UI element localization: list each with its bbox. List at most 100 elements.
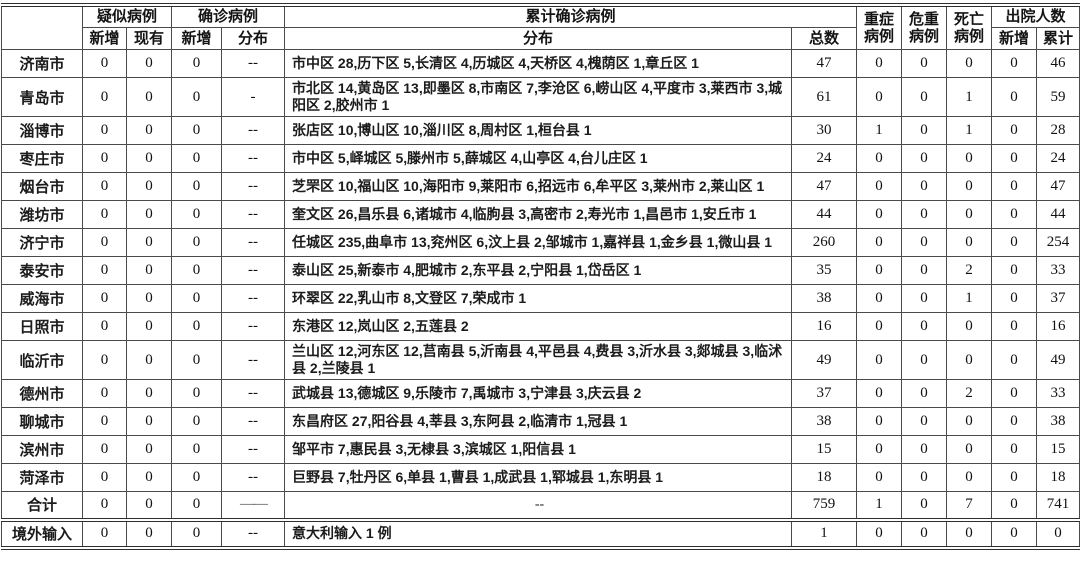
discharged-cum-value: 37: [1036, 284, 1080, 313]
suspected-current-value: 0: [125, 340, 173, 380]
city-label: 滨州市: [1, 435, 83, 464]
table-row: 淄博市 0 0 0 -- 张店区 10,博山区 10,淄川区 8,周村区 1,桓…: [1, 116, 1080, 145]
cumulative-dist-text: 武城县 13,德城区 9,乐陵市 7,禹城市 3,宁津县 3,庆云县 2: [284, 379, 793, 408]
header-severe-cases: 重症病例: [856, 4, 903, 50]
confirmed-new-value: 0: [171, 144, 223, 173]
death-value: 1: [946, 116, 993, 145]
critical-value: 0: [901, 435, 948, 464]
critical-value: 0: [901, 144, 948, 173]
confirmed-dist-value: --: [221, 463, 286, 492]
city-label: 烟台市: [1, 172, 83, 201]
confirmed-dist-value: --: [221, 517, 286, 548]
severe-value: 0: [856, 77, 903, 117]
confirmed-dist-value: --: [221, 340, 286, 380]
header-confirmed-new: 新增: [171, 27, 223, 50]
table-row: 聊城市 0 0 0 -- 东昌府区 27,阳谷县 4,莘县 3,东阿县 2,临清…: [1, 407, 1080, 436]
header-death-cases: 死亡病例: [946, 4, 993, 50]
discharged-cum-value: 46: [1036, 49, 1080, 78]
city-label: 威海市: [1, 284, 83, 313]
suspected-current-value: 0: [125, 77, 173, 117]
discharged-new-value: 0: [991, 407, 1038, 436]
table-row: 青岛市 0 0 0 - 市北区 14,黄岛区 13,即墨区 8,市南区 7,李沧…: [1, 77, 1080, 117]
discharged-cum-value: 254: [1036, 228, 1080, 257]
critical-value: 0: [901, 312, 948, 341]
table-row: 烟台市 0 0 0 -- 芝罘区 10,福山区 10,海阳市 9,莱阳市 6,招…: [1, 172, 1080, 201]
cumulative-dist-text: 泰山区 25,新泰市 4,肥城市 2,东平县 2,宁阳县 1,岱岳区 1: [284, 256, 793, 285]
death-value: 2: [946, 256, 993, 285]
critical-value: 0: [901, 463, 948, 492]
death-value: 0: [946, 228, 993, 257]
severe-value: 0: [856, 200, 903, 229]
suspected-new-value: 0: [82, 144, 127, 173]
confirmed-new-value: 0: [171, 172, 223, 201]
confirmed-new-value: 0: [171, 49, 223, 78]
cumulative-total-value: 37: [791, 379, 858, 408]
critical-value: 0: [901, 77, 948, 117]
discharged-new-value: 0: [991, 144, 1038, 173]
cumulative-total-value: 35: [791, 256, 858, 285]
suspected-new-value: 0: [82, 407, 127, 436]
confirmed-dist-value: --: [221, 200, 286, 229]
suspected-current-value: 0: [125, 172, 173, 201]
death-value: 0: [946, 49, 993, 78]
severe-value: 0: [856, 49, 903, 78]
critical-value: 0: [901, 172, 948, 201]
cumulative-dist-text: 市中区 28,历下区 5,长清区 4,历城区 4,天桥区 4,槐荫区 1,章丘区…: [284, 49, 793, 78]
city-label: 潍坊市: [1, 200, 83, 229]
confirmed-new-value: 0: [171, 284, 223, 313]
discharged-cum-value: 44: [1036, 200, 1080, 229]
suspected-new-value: 0: [82, 200, 127, 229]
cumulative-dist-text: 任城区 235,曲阜市 13,兖州区 6,汶上县 2,邹城市 1,嘉祥县 1,金…: [284, 228, 793, 257]
header-critical-cases: 危重病例: [901, 4, 948, 50]
discharged-cum-value: 38: [1036, 407, 1080, 436]
confirmed-new-value: 0: [171, 340, 223, 380]
cumulative-dist-text: 环翠区 22,乳山市 8,文登区 7,荣成市 1: [284, 284, 793, 313]
critical-value: 0: [901, 49, 948, 78]
confirmed-new-value: 0: [171, 256, 223, 285]
death-value: 7: [946, 491, 993, 520]
death-value: 0: [946, 200, 993, 229]
severe-value: 0: [856, 172, 903, 201]
table-row: 日照市 0 0 0 -- 东港区 12,岚山区 2,五莲县 2 16 0 0 0…: [1, 312, 1080, 341]
confirmed-new-value: 0: [171, 435, 223, 464]
discharged-new-value: 0: [991, 463, 1038, 492]
table-body: 济南市 0 0 0 -- 市中区 28,历下区 5,长清区 4,历城区 4,天桥…: [1, 49, 1080, 548]
severe-value: 1: [856, 491, 903, 520]
severe-value: 0: [856, 312, 903, 341]
cumulative-dist-text: 东昌府区 27,阳谷县 4,莘县 3,东阿县 2,临清市 1,冠县 1: [284, 407, 793, 436]
cumulative-total-value: 47: [791, 172, 858, 201]
header-suspected-new: 新增: [82, 27, 127, 50]
confirmed-dist-value: --: [221, 228, 286, 257]
suspected-current-value: 0: [125, 379, 173, 408]
discharged-new-value: 0: [991, 312, 1038, 341]
cumulative-dist-text: 兰山区 12,河东区 12,莒南县 5,沂南县 4,平邑县 4,费县 3,沂水县…: [284, 340, 793, 380]
suspected-new-value: 0: [82, 463, 127, 492]
discharged-new-value: 0: [991, 491, 1038, 520]
table-row: 菏泽市 0 0 0 -- 巨野县 7,牡丹区 6,单县 1,曹县 1,成武县 1…: [1, 463, 1080, 492]
cumulative-dist-text: 意大利输入 1 例: [284, 517, 793, 548]
suspected-new-value: 0: [82, 172, 127, 201]
cumulative-dist-text: 巨野县 7,牡丹区 6,单县 1,曹县 1,成武县 1,郓城县 1,东明县 1: [284, 463, 793, 492]
death-value: 0: [946, 172, 993, 201]
discharged-new-value: 0: [991, 172, 1038, 201]
suspected-current-value: 0: [125, 256, 173, 285]
table-row: 境外输入 0 0 0 -- 意大利输入 1 例 1 0 0 0 0 0: [1, 517, 1080, 548]
discharged-new-value: 0: [991, 517, 1038, 548]
suspected-current-value: 0: [125, 463, 173, 492]
suspected-new-value: 0: [82, 49, 127, 78]
severe-value: 0: [856, 463, 903, 492]
suspected-new-value: 0: [82, 116, 127, 145]
death-value: 0: [946, 463, 993, 492]
city-label: 枣庄市: [1, 144, 83, 173]
discharged-cum-value: 59: [1036, 77, 1080, 117]
cumulative-dist-text: 市中区 5,峄城区 5,滕州市 5,薛城区 4,山亭区 4,台儿庄区 1: [284, 144, 793, 173]
confirmed-new-value: 0: [171, 407, 223, 436]
cumulative-total-value: 47: [791, 49, 858, 78]
confirmed-dist-value: --: [221, 172, 286, 201]
header-discharged-new: 新增: [991, 27, 1038, 50]
discharged-cum-value: 0: [1036, 517, 1080, 548]
confirmed-new-value: 0: [171, 228, 223, 257]
suspected-new-value: 0: [82, 435, 127, 464]
suspected-current-value: 0: [125, 491, 173, 520]
suspected-current-value: 0: [125, 200, 173, 229]
